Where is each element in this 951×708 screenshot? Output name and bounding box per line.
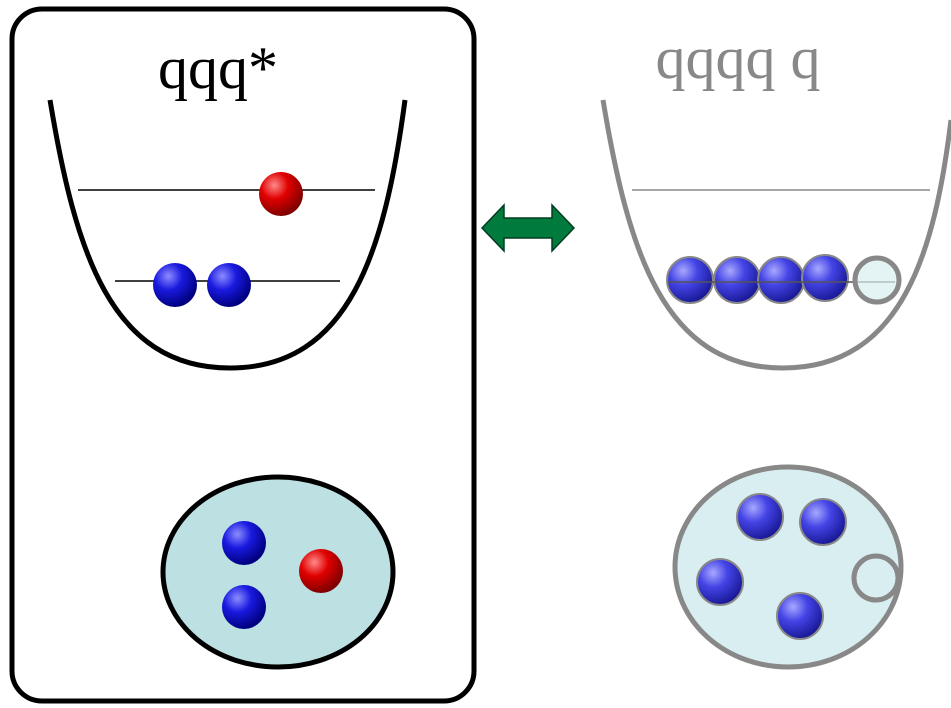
blue-quark: [697, 559, 743, 605]
blue-quark: [207, 263, 251, 307]
diagram: qqq* qqqq q: [0, 0, 951, 708]
right-label: qqqq q: [656, 25, 821, 91]
blue-quark: [777, 593, 823, 639]
blue-quark: [758, 257, 804, 303]
blue-quark: [737, 494, 783, 540]
left-label: qqq*: [158, 35, 278, 101]
double-arrow: [482, 205, 574, 251]
red-quark: [299, 549, 343, 593]
blue-quark: [800, 499, 846, 545]
red-quark: [259, 172, 303, 216]
blue-quark: [222, 585, 266, 629]
antiquark-hole: [855, 258, 899, 302]
blue-quark: [802, 255, 848, 301]
blue-quark: [667, 257, 713, 303]
bag: [163, 477, 393, 667]
antiquark-hole: [854, 556, 898, 600]
blue-quark: [222, 521, 266, 565]
potential-well: [603, 100, 951, 368]
page: {"labels": {"left": "qqq*", "right": "qq…: [0, 0, 951, 708]
blue-quark: [153, 263, 197, 307]
potential-well: [50, 100, 405, 368]
blue-quark: [714, 257, 760, 303]
